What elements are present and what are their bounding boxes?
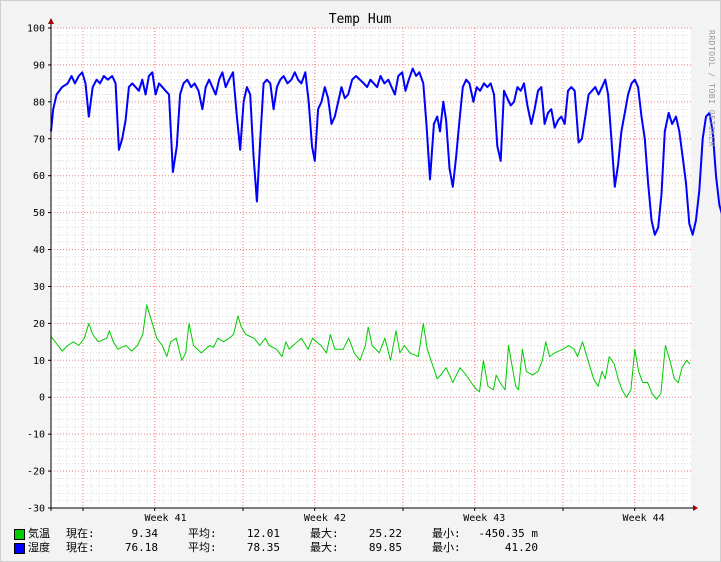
min-label: 最小: bbox=[432, 527, 461, 540]
y-tick-label: -10 bbox=[27, 430, 45, 441]
avg-label: 平均: bbox=[188, 541, 217, 554]
y-tick-label: 100 bbox=[27, 24, 45, 35]
legend: 気温 現在: 9.34 平均: 12.01 最大: 25.22 最小: -450… bbox=[14, 527, 634, 555]
temperature-series-line bbox=[50, 304, 691, 400]
series-layer bbox=[50, 67, 721, 400]
temperature-avg: 12.01 bbox=[246, 527, 280, 540]
grid bbox=[51, 27, 691, 509]
now-label: 現在: bbox=[66, 541, 95, 554]
humidity-swatch bbox=[14, 543, 25, 554]
temperature-now: 9.34 bbox=[131, 527, 159, 540]
temperature-label: 気温 bbox=[28, 527, 50, 540]
legend-row-temperature: 気温 現在: 9.34 平均: 12.01 最大: 25.22 最小: -450… bbox=[14, 527, 634, 541]
y-tick-label: 50 bbox=[33, 208, 45, 219]
y-tick-label: 10 bbox=[33, 356, 45, 367]
temperature-min: -450.35 m bbox=[478, 527, 538, 540]
legend-row-humidity: 湿度 現在: 76.18 平均: 78.35 最大: 89.85 最小: 41.… bbox=[14, 541, 634, 555]
y-tick-label: 0 bbox=[39, 393, 45, 404]
x-tick-label: Week 42 bbox=[304, 513, 346, 524]
max-label: 最大: bbox=[310, 541, 339, 554]
x-tick-label: Week 41 bbox=[144, 513, 186, 524]
humidity-label: 湿度 bbox=[28, 541, 50, 554]
max-label: 最大: bbox=[310, 527, 339, 540]
y-tick-label: 20 bbox=[33, 319, 45, 330]
humidity-min: 41.20 bbox=[504, 541, 538, 554]
temperature-swatch bbox=[14, 529, 25, 540]
humidity-avg: 78.35 bbox=[246, 541, 280, 554]
x-tick-label: Week 44 bbox=[623, 513, 665, 524]
y-tick-label: -20 bbox=[27, 467, 45, 478]
min-label: 最小: bbox=[432, 541, 461, 554]
x-axis-arrow bbox=[693, 505, 698, 511]
y-tick-label: 60 bbox=[33, 171, 45, 182]
temperature-max: 25.22 bbox=[368, 527, 402, 540]
y-tick-label: 40 bbox=[33, 245, 45, 256]
y-axis-arrow bbox=[48, 18, 54, 24]
y-tick-label: 90 bbox=[33, 60, 45, 71]
chart-title: Temp Hum bbox=[329, 12, 392, 27]
now-label: 現在: bbox=[66, 527, 95, 540]
x-tick-label: Week 43 bbox=[463, 513, 505, 524]
y-tick-label: 70 bbox=[33, 134, 45, 145]
humidity-max: 89.85 bbox=[368, 541, 402, 554]
humidity-series-line bbox=[50, 67, 721, 236]
y-tick-label: -30 bbox=[27, 504, 45, 515]
avg-label: 平均: bbox=[188, 527, 217, 540]
y-tick-label: 80 bbox=[33, 97, 45, 108]
humidity-now: 76.18 bbox=[124, 541, 158, 554]
rrdtool-watermark: RRDTOOL / TOBI OETIKER bbox=[707, 30, 716, 147]
y-tick-label: 30 bbox=[33, 282, 45, 293]
